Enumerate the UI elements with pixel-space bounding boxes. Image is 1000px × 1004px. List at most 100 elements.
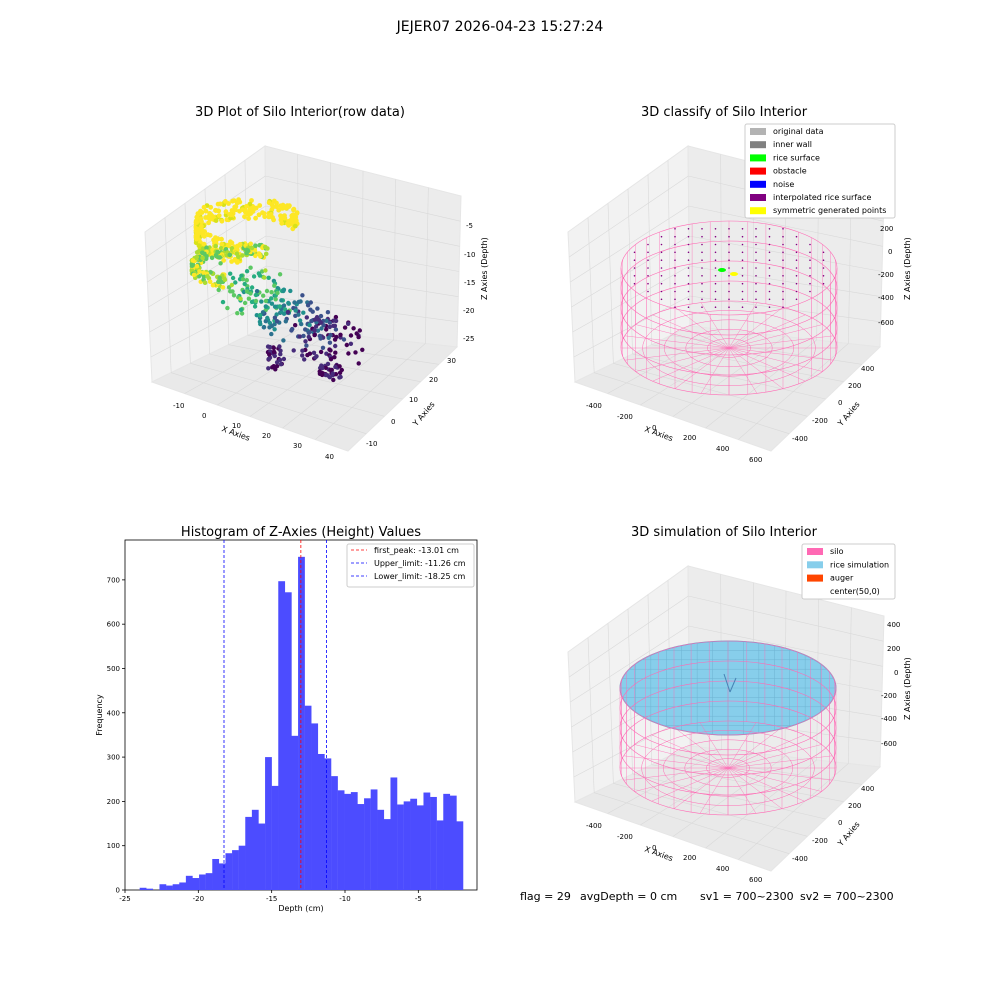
interpolated-point xyxy=(741,282,744,285)
p1-ytick: 10 xyxy=(409,396,418,404)
interpolated-point xyxy=(647,243,649,246)
data-point xyxy=(244,247,250,253)
interpolated-point xyxy=(728,228,730,230)
p2-ytick: -400 xyxy=(792,435,808,443)
interpolated-point xyxy=(660,235,663,238)
data-point xyxy=(248,291,253,296)
p3-bars xyxy=(139,556,464,890)
data-point xyxy=(269,301,275,306)
data-point xyxy=(202,251,207,257)
histogram-bar xyxy=(139,887,147,890)
histogram-bar xyxy=(205,873,213,890)
interpolated-point xyxy=(809,259,811,262)
legend-label: Lower_limit: -18.25 cm xyxy=(374,572,466,581)
histogram-bar xyxy=(172,884,180,890)
p4-ytick: 400 xyxy=(861,785,874,793)
data-point xyxy=(275,290,280,296)
silo-floor-spoke xyxy=(728,347,784,389)
interpolated-point xyxy=(741,251,744,254)
histogram-bar xyxy=(344,793,352,890)
histogram-bar xyxy=(383,819,391,890)
data-point xyxy=(199,223,204,229)
silo-floor-spoke xyxy=(634,744,729,769)
interpolated-point xyxy=(714,298,717,301)
histogram-bar xyxy=(436,820,444,890)
p2-ztick: 0 xyxy=(888,248,892,256)
histogram-bar xyxy=(251,809,259,890)
data-point xyxy=(249,299,255,305)
data-point xyxy=(281,338,286,343)
silo-floor-spoke xyxy=(728,347,823,372)
histogram-bar xyxy=(146,888,154,890)
interpolated-point xyxy=(701,282,703,285)
data-point xyxy=(278,348,283,353)
interpolated-point xyxy=(728,243,730,246)
silo-floor-spoke xyxy=(728,302,758,349)
interpolated-point xyxy=(741,228,744,230)
data-point xyxy=(207,279,213,285)
p1-y-ticks: -10 0 10 20 30 xyxy=(366,357,456,448)
data-point xyxy=(235,311,240,316)
data-point xyxy=(229,282,234,288)
data-point xyxy=(274,204,279,210)
data-point xyxy=(281,303,287,308)
legend-swatch xyxy=(750,207,766,215)
p4-silo-wireframe xyxy=(619,640,837,816)
data-point xyxy=(325,310,331,315)
interpolated-point xyxy=(741,290,744,293)
data-point xyxy=(310,309,315,314)
data-point xyxy=(218,261,223,266)
data-point xyxy=(242,281,247,287)
interpolated-point xyxy=(809,275,811,277)
histogram-bar xyxy=(245,816,253,890)
data-point xyxy=(304,315,309,320)
interpolated-point xyxy=(687,298,690,301)
silo-floor-spoke xyxy=(674,347,730,389)
interpolated-point xyxy=(714,251,717,254)
data-point xyxy=(278,214,284,220)
data-point xyxy=(272,315,278,320)
data-point xyxy=(342,325,348,330)
status-sv2: sv2 = 700~2300 xyxy=(800,890,894,903)
data-point xyxy=(299,321,304,327)
silo-floor-spoke xyxy=(651,767,729,802)
interpolated-point xyxy=(809,290,811,293)
p2-ztick: -600 xyxy=(878,319,894,327)
data-point xyxy=(313,355,318,360)
data-point xyxy=(223,209,229,215)
x-tick-label: -5 xyxy=(415,895,422,903)
histogram-bar xyxy=(185,875,193,890)
data-point xyxy=(238,296,243,301)
data-point xyxy=(201,241,207,247)
interpolated-point xyxy=(768,228,771,230)
interpolated-point xyxy=(701,267,703,269)
data-point xyxy=(323,365,328,370)
data-point xyxy=(300,293,305,298)
interpolated-point xyxy=(687,259,690,262)
data-point xyxy=(307,322,312,328)
data-point xyxy=(278,352,283,357)
silo-floor-spoke xyxy=(700,302,730,349)
interpolated-point xyxy=(647,259,649,262)
data-point xyxy=(269,290,274,295)
p4-ytick: -200 xyxy=(812,837,828,845)
p3-axes: -25 -20 -15 -10 -5 0 100 200 300 400 500 600 700 xyxy=(107,576,422,903)
status-flag: flag = 29 xyxy=(520,890,571,903)
data-point xyxy=(360,347,365,352)
data-point xyxy=(234,200,240,206)
silo-floor-spoke xyxy=(728,307,784,349)
p3-legend: first_peak: -13.01 cm Upper_limit: -11.26… xyxy=(346,543,475,588)
legend-swatch xyxy=(807,548,823,555)
interpolated-point xyxy=(822,251,825,254)
interpolated-point xyxy=(660,290,663,293)
interpolated-point xyxy=(687,243,690,246)
p1-ztick: -20 xyxy=(463,307,474,315)
interpolated-point xyxy=(809,243,811,246)
interpolated-point xyxy=(647,290,649,293)
p1-ytick: 30 xyxy=(447,357,456,365)
interpolated-point xyxy=(768,235,771,238)
legend-swatch xyxy=(750,180,766,188)
interpolated-point xyxy=(768,298,771,301)
silo-floor-spoke xyxy=(634,767,729,792)
data-point xyxy=(253,243,258,248)
